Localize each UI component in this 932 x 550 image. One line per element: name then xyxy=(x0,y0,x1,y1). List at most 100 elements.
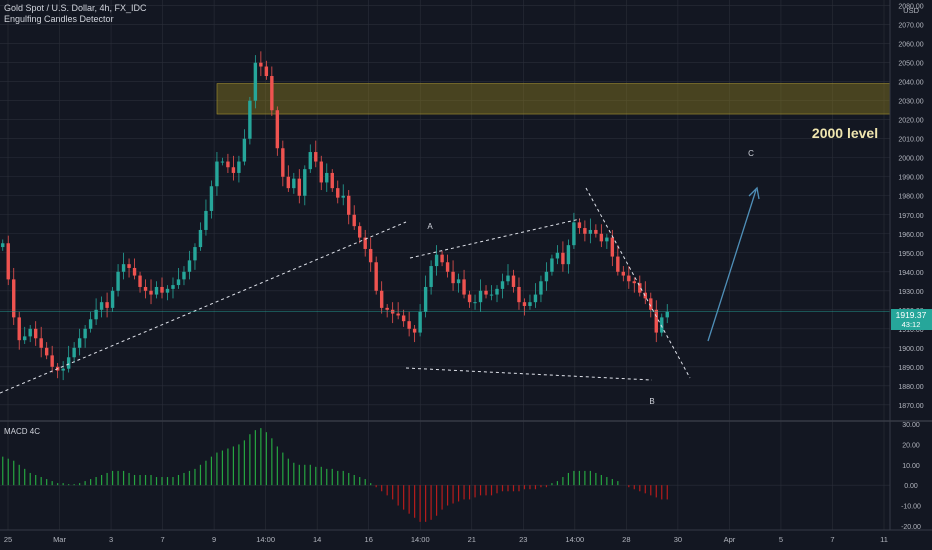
candle-body xyxy=(451,271,455,284)
candle-body xyxy=(517,286,521,303)
time-tick-label: 30 xyxy=(674,535,682,544)
candle-body xyxy=(473,302,477,304)
projection-arrow-line[interactable] xyxy=(707,189,757,342)
support-trendline[interactable] xyxy=(0,221,407,394)
descending-trendline[interactable] xyxy=(585,187,691,379)
candle-body xyxy=(330,172,334,189)
candle-body xyxy=(253,62,258,101)
candle-body xyxy=(242,138,247,162)
last-price-tag xyxy=(891,309,932,330)
candle-body xyxy=(237,161,241,173)
price-tick-label: 2070.00 xyxy=(898,23,923,30)
candle-body xyxy=(198,229,203,248)
candle-body xyxy=(605,237,609,242)
price-tick-label: 1950.00 xyxy=(898,251,923,258)
candle-body xyxy=(264,66,269,77)
candle-body xyxy=(385,307,389,310)
candle-body xyxy=(12,279,16,318)
indicator-name[interactable]: Engulfing Candles Detector xyxy=(4,14,114,24)
candle-body xyxy=(171,285,175,289)
symbol-title[interactable]: Gold Spot / U.S. Dollar, 4h, FX_IDC xyxy=(4,3,147,13)
candle-body xyxy=(303,169,307,196)
price-tick-label: 2050.00 xyxy=(898,61,923,68)
price-tick-label: 1870.00 xyxy=(898,403,923,410)
candle-body xyxy=(363,237,367,249)
candle-body xyxy=(17,317,21,341)
candle-body xyxy=(610,237,615,257)
candle-body xyxy=(33,328,38,339)
candle-body xyxy=(396,313,400,316)
macd-histogram xyxy=(0,428,890,522)
candle-body xyxy=(132,267,137,276)
candle-body xyxy=(347,195,351,215)
price-tick-label: 1960.00 xyxy=(898,232,923,239)
candle-body xyxy=(270,76,274,111)
candle-body xyxy=(412,328,417,333)
candle-body xyxy=(297,178,302,196)
candle-body xyxy=(28,328,32,337)
resistance-zone[interactable] xyxy=(216,83,891,115)
candle-body xyxy=(379,290,384,308)
candle-body xyxy=(209,186,214,211)
candle-body xyxy=(231,167,236,173)
candle-body xyxy=(94,309,98,320)
channel-bottom-line[interactable] xyxy=(405,367,653,381)
time-tick-label: 14 xyxy=(313,535,321,544)
level-annotation[interactable]: 2000 level xyxy=(812,125,878,141)
candle-body xyxy=(533,294,538,303)
time-tick-label: 5 xyxy=(779,535,783,544)
wave-label-b[interactable]: B xyxy=(649,397,654,406)
macd-tick-label: 0.00 xyxy=(904,483,918,490)
candle-body xyxy=(401,315,406,322)
candles xyxy=(1,51,669,381)
candle-body xyxy=(632,281,637,284)
candle-body xyxy=(99,302,104,310)
time-tick-label: 16 xyxy=(365,535,373,544)
price-tick-label: 1880.00 xyxy=(898,384,923,391)
candle-body xyxy=(555,252,560,259)
candle-body xyxy=(165,288,170,293)
candle-body xyxy=(187,260,192,272)
countdown-label: 43:12 xyxy=(902,320,921,329)
candle-body xyxy=(220,161,225,163)
candle-body xyxy=(599,233,604,242)
macd-tick-label: 10.00 xyxy=(902,463,920,470)
candle-body xyxy=(83,328,87,339)
candle-body xyxy=(143,286,148,291)
macd-tick-label: 30.00 xyxy=(902,422,920,429)
candle-body xyxy=(478,290,483,303)
candle-body xyxy=(352,214,356,227)
time-tick-label: Apr xyxy=(724,535,736,544)
candle-body xyxy=(583,228,587,234)
candle-body xyxy=(127,264,131,268)
candle-body xyxy=(182,271,186,280)
candle-body xyxy=(511,275,516,287)
price-tick-label: 2030.00 xyxy=(898,99,923,106)
price-tick-label: 2080.00 xyxy=(898,4,923,11)
wave-label-a[interactable]: A xyxy=(427,222,433,231)
channel-top-line[interactable] xyxy=(409,218,581,259)
price-tick-label: 2020.00 xyxy=(898,118,923,125)
time-tick-label: 11 xyxy=(880,535,888,544)
trendline-drawings[interactable] xyxy=(0,186,760,394)
price-tick-label: 2060.00 xyxy=(898,42,923,49)
candle-body xyxy=(462,279,466,295)
time-axis[interactable]: 25 Mar 3 7 9 14:00 14 16 14:00 21 23 14:00 28 30 Apr 5 7… xyxy=(4,535,888,544)
candle-body xyxy=(116,271,120,291)
candle-body xyxy=(621,271,626,276)
candle-body xyxy=(429,266,433,287)
candle-body xyxy=(649,298,653,310)
candle-body xyxy=(88,319,93,329)
candle-body xyxy=(6,243,10,280)
time-tick-label: 23 xyxy=(519,535,527,544)
candle-body xyxy=(374,262,378,291)
price-tick-label: 1900.00 xyxy=(898,346,923,353)
time-tick-label: 14:00 xyxy=(256,535,275,544)
macd-tick-label: 20.00 xyxy=(902,442,920,449)
price-axis[interactable]: 1870.001880.001890.001900.001910.001920.… xyxy=(898,4,923,410)
candle-body xyxy=(445,262,450,272)
wave-label-c[interactable]: C xyxy=(748,149,754,158)
candle-body xyxy=(61,368,65,371)
candle-body xyxy=(660,317,664,333)
